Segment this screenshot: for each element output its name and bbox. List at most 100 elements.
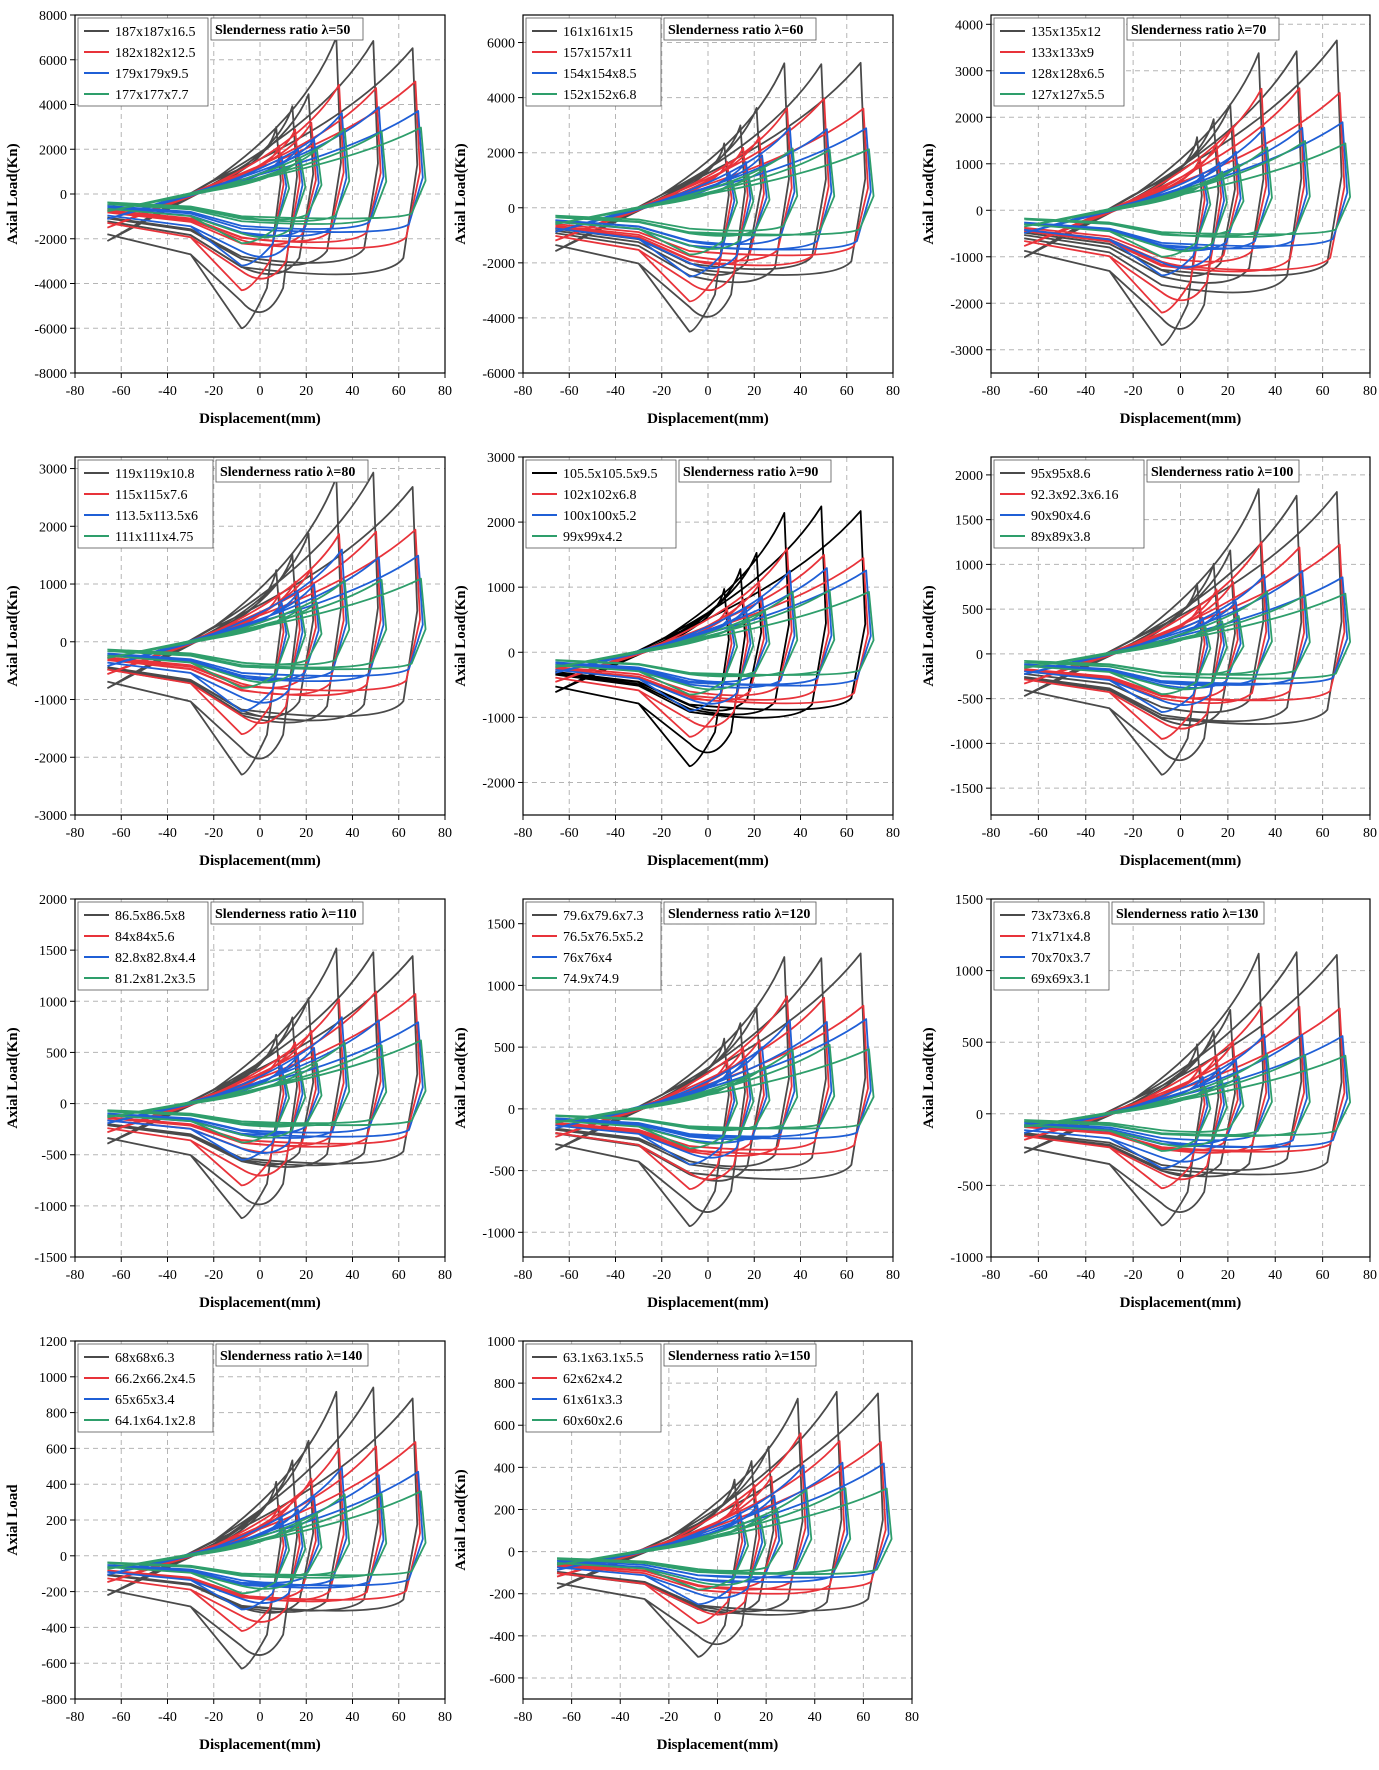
curves-group	[106, 471, 427, 776]
y-axis-label: Axial Load	[5, 1484, 21, 1556]
x-tick-label: -40	[606, 1268, 625, 1283]
y-tick-label: 1000	[39, 578, 67, 593]
x-axis-label: Displacement(mm)	[657, 1737, 779, 1753]
x-tick-label: -40	[1076, 826, 1095, 841]
legend-box	[525, 901, 662, 991]
y-tick-label: -6000	[482, 367, 515, 382]
x-tick-label: 60	[1316, 1268, 1330, 1283]
x-tick-label: 80	[1363, 826, 1377, 841]
y-tick-label: 0	[508, 1546, 515, 1561]
x-tick-label: -40	[606, 826, 625, 841]
x-tick-label: -20	[204, 384, 223, 399]
series-curve-2	[1023, 541, 1346, 740]
legend-label: 64.1x64.1x2.8	[115, 1414, 196, 1429]
y-tick-label: 1500	[487, 918, 515, 933]
x-tick-label: -60	[112, 384, 131, 399]
title-box	[663, 1343, 817, 1367]
chart-title: Slenderness ratio λ=90	[683, 465, 818, 480]
series-curve-3	[107, 106, 424, 267]
curves-group	[1023, 39, 1351, 347]
title-box	[1146, 459, 1300, 483]
x-tick-label: -60	[560, 384, 579, 399]
y-tick-label: -3000	[950, 344, 983, 359]
x-tick-label: 40	[1268, 826, 1282, 841]
chart-title: Slenderness ratio λ=70	[1131, 23, 1266, 38]
y-tick-label: 1000	[955, 158, 983, 173]
chart-panel-8: -80 -60 -40 -20 0 20 40 60 80 -1000 -500 0 500 1000 15…	[453, 898, 900, 1311]
series-curve-4	[555, 147, 875, 256]
legend-label: 82.8x82.8x4.4	[115, 951, 196, 966]
x-tick-label: -80	[514, 384, 533, 399]
x-tick-label: 80	[438, 826, 452, 841]
x-tick-label: -40	[158, 1710, 177, 1725]
x-tick-label: -20	[204, 826, 223, 841]
x-tick-label: -80	[66, 1268, 85, 1283]
y-tick-label: -600	[41, 1657, 67, 1672]
chart-panel-6: -80 -60 -40 -20 0 20 40 60 80 -1500 -1000 -500 0 500 1…	[921, 456, 1377, 869]
y-tick-label: 200	[494, 1503, 515, 1518]
y-tick-label: -2000	[482, 776, 515, 791]
y-tick-label: 1000	[955, 965, 983, 980]
y-tick-label: -500	[957, 1179, 983, 1194]
legend-label: 99x99x4.2	[563, 530, 623, 545]
x-tick-label: -80	[66, 826, 85, 841]
y-tick-label: -4000	[34, 278, 67, 293]
y-tick-label: -1000	[482, 711, 515, 726]
y-axis-label: Axial Load(Kn)	[921, 585, 937, 686]
y-tick-label: 0	[508, 646, 515, 661]
series-curve-4	[107, 577, 427, 689]
legend-box	[525, 459, 677, 549]
y-tick-label: -200	[489, 1588, 515, 1603]
y-tick-label: -400	[41, 1621, 67, 1636]
series-curve-3	[555, 1018, 872, 1166]
x-tick-label: -20	[652, 384, 671, 399]
x-tick-label: -20	[1124, 826, 1143, 841]
legend-label: 135x135x12	[1031, 25, 1101, 40]
x-axis-label: Displacement(mm)	[647, 1295, 769, 1311]
legend-box	[77, 17, 209, 107]
y-tick-label: 2000	[39, 143, 67, 158]
curves-group	[554, 61, 875, 333]
curves-group	[1023, 951, 1351, 1227]
series-curve-4	[107, 126, 427, 245]
x-tick-label: 0	[257, 384, 264, 399]
x-tick-label: 40	[1268, 1268, 1282, 1283]
series-curve-4	[1024, 590, 1351, 696]
chart-title: Slenderness ratio λ=60	[668, 23, 803, 38]
x-tick-label: 20	[299, 1268, 313, 1283]
x-tick-label: 40	[808, 1710, 822, 1725]
legend-label: 71x71x4.8	[1031, 930, 1091, 945]
title-box	[678, 459, 832, 483]
chart-panel-3: -80 -60 -40 -20 0 20 40 60 80 -3000 -2000 -1000 0 100…	[921, 14, 1377, 427]
y-tick-label: 2000	[955, 469, 983, 484]
y-tick-label: -2000	[34, 751, 67, 766]
y-tick-label: 0	[508, 1103, 515, 1118]
chart-panel-5: -80 -60 -40 -20 0 20 40 60 80 -2000 -1000 0 1000 2000…	[453, 451, 900, 869]
x-tick-label: 0	[705, 826, 712, 841]
chart-panel-1: -80 -60 -40 -20 0 20 40 60 80 -8000 -6000 -4000 -200…	[5, 9, 452, 427]
y-tick-label: 0	[60, 636, 67, 651]
legend-label: 76.5x76.5x5.2	[563, 930, 644, 945]
series-curve-4	[1024, 1053, 1351, 1152]
y-tick-label: -4000	[482, 312, 515, 327]
y-tick-label: -1000	[950, 1251, 983, 1266]
curves-group	[1023, 488, 1351, 776]
x-tick-label: 60	[1316, 826, 1330, 841]
legend-box	[993, 459, 1145, 549]
y-tick-label: -500	[489, 1165, 515, 1180]
x-tick-label: -40	[1076, 1268, 1095, 1283]
x-tick-label: 0	[714, 1710, 721, 1725]
x-tick-label: -80	[66, 1710, 85, 1725]
y-tick-label: 400	[494, 1461, 515, 1476]
x-tick-label: 80	[886, 1268, 900, 1283]
legend-label: 154x154x8.5	[563, 67, 637, 82]
y-tick-label: -3000	[34, 809, 67, 824]
x-axis-label: Displacement(mm)	[647, 853, 769, 869]
x-tick-label: -60	[560, 1268, 579, 1283]
x-tick-label: 40	[794, 1268, 808, 1283]
y-tick-label: -2000	[950, 297, 983, 312]
y-tick-label: -400	[489, 1630, 515, 1645]
series-curve-4	[107, 1039, 427, 1144]
legend-label: 152x152x6.8	[563, 88, 637, 103]
x-tick-label: -40	[1076, 384, 1095, 399]
